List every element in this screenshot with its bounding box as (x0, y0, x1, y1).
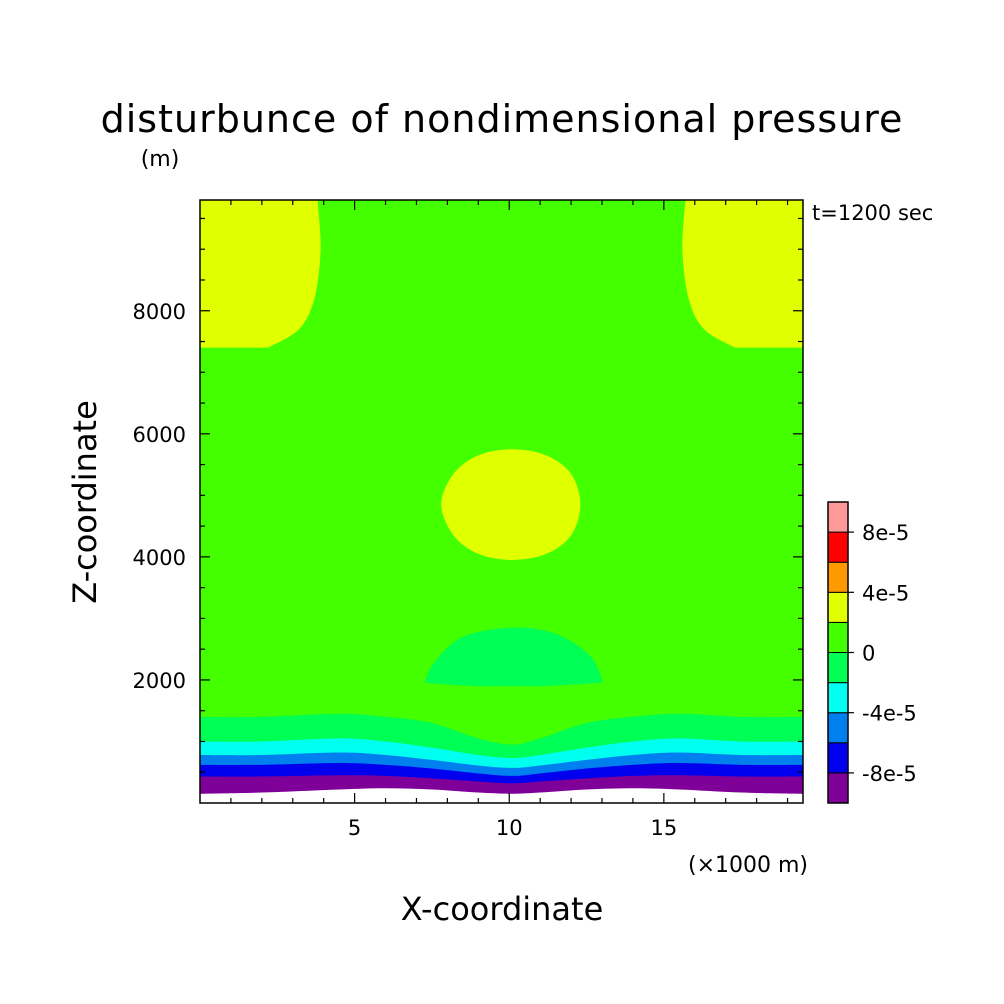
x-tick-label: 10 (496, 816, 523, 840)
upper-left-positive-cell (200, 200, 321, 348)
plot-frame: 5 10 15 2000 4000 6000 8000 (133, 199, 804, 840)
x-axis-label: X-coordinate (401, 890, 604, 928)
colorbar-swatch (827, 531, 849, 563)
y-tick-label: 6000 (133, 423, 186, 447)
colorbar-swatch (827, 591, 849, 623)
x-unit-label: (×1000 m) (688, 853, 808, 878)
mid-level-positive-cell (441, 449, 581, 560)
low-level-negative-cell (423, 627, 604, 687)
y-tick-label: 2000 (133, 669, 186, 693)
colorbar-tick-label: 8e-5 (862, 521, 909, 545)
colorbar-tick-label: 0 (862, 642, 875, 666)
colorbar-swatch (827, 621, 849, 654)
x-tick-label: 15 (650, 816, 677, 840)
y-tick-label: 4000 (133, 546, 186, 570)
colorbar: 8e-5 4e-5 0 -4e-5 -8e-5 (827, 501, 917, 804)
colorbar-tick-label: -4e-5 (862, 702, 917, 726)
colorbar-swatch (827, 561, 849, 593)
colorbar-swatch (827, 501, 849, 533)
plot-border (199, 199, 804, 804)
colorbar-tick-label: 4e-5 (862, 581, 909, 605)
y-unit-label: (m) (141, 147, 180, 172)
colorbar-swatch (827, 772, 849, 804)
x-tick-label: 5 (348, 816, 361, 840)
colorbar-swatch (827, 652, 849, 684)
contour-fills (200, 200, 803, 803)
y-axis-label: Z-coordinate (66, 400, 104, 604)
colorbar-swatch (827, 742, 849, 774)
time-label: t=1200 sec (812, 201, 933, 225)
colorbar-swatch (827, 712, 849, 744)
y-tick-label: 8000 (133, 300, 186, 324)
colorbar-tick-label: -8e-5 (862, 762, 917, 786)
colorbar-swatch (827, 682, 849, 714)
chart-title: disturbunce of nondimensional pressure (101, 97, 904, 141)
upper-right-positive-cell (682, 200, 803, 348)
blank-bottom-area (200, 788, 803, 803)
